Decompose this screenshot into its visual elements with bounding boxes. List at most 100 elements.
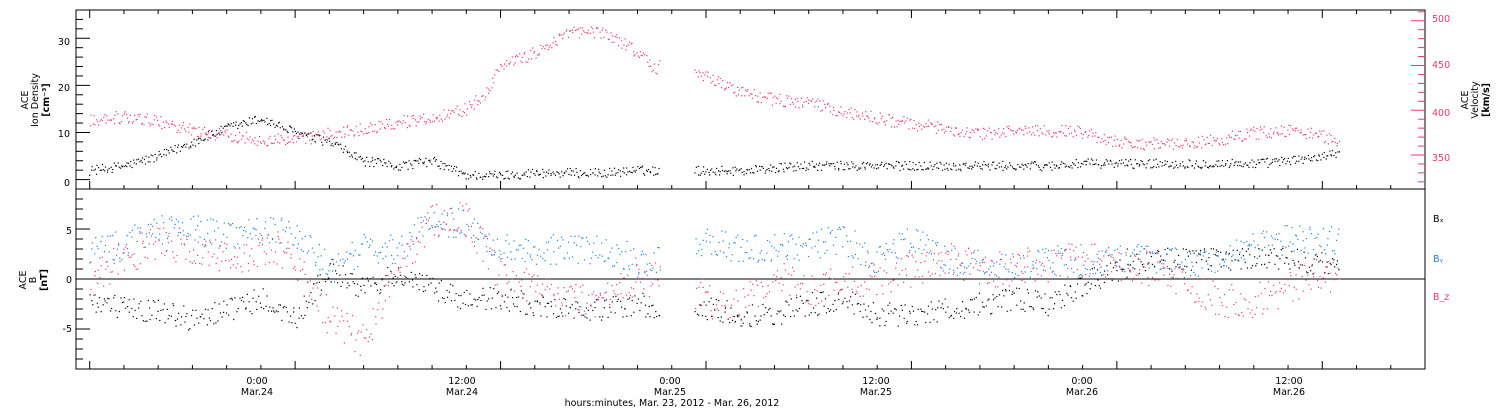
density-point xyxy=(1161,165,1163,167)
bx-point xyxy=(1008,290,1011,292)
by-point xyxy=(719,250,721,252)
density-point xyxy=(405,161,408,164)
by-point xyxy=(1092,273,1094,275)
velocity-point xyxy=(650,65,652,67)
bz-point xyxy=(1254,313,1256,315)
density-point xyxy=(800,163,802,165)
density-point xyxy=(1337,151,1339,153)
by-point xyxy=(889,248,891,250)
by-point xyxy=(266,237,268,239)
bx-point xyxy=(514,305,516,307)
by-point xyxy=(638,273,640,275)
by-point xyxy=(152,233,154,235)
bz-point xyxy=(183,244,186,246)
velocity-point xyxy=(166,122,168,124)
bx-point xyxy=(446,289,448,292)
bz-point xyxy=(1280,287,1282,289)
by-point xyxy=(455,236,457,238)
bz-point xyxy=(947,253,949,255)
bz-point xyxy=(567,290,569,292)
bx-point xyxy=(594,301,596,303)
bx-point xyxy=(1189,251,1191,253)
velocity-point xyxy=(498,70,500,72)
bz-point xyxy=(329,320,331,322)
velocity-point xyxy=(779,102,781,105)
bx-point xyxy=(168,314,170,317)
velocity-point xyxy=(368,132,370,134)
by-point xyxy=(1304,247,1306,249)
velocity-point xyxy=(973,131,975,134)
by-point xyxy=(760,250,762,252)
velocity-point xyxy=(535,57,537,59)
density-point xyxy=(215,130,218,132)
by-point xyxy=(546,242,548,244)
density-point xyxy=(180,146,183,148)
density-point xyxy=(721,165,723,167)
by-point xyxy=(159,233,161,235)
bz-point xyxy=(1134,255,1136,257)
bx-point xyxy=(110,310,112,312)
bx-point xyxy=(645,316,647,318)
by-point xyxy=(964,271,966,273)
bx-point xyxy=(562,315,564,317)
bz-point xyxy=(372,308,374,310)
by-point xyxy=(601,255,603,257)
density-point xyxy=(1051,161,1053,163)
bz-point xyxy=(346,312,348,315)
bx-point xyxy=(834,300,836,302)
bx-point xyxy=(659,315,661,317)
velocity-point xyxy=(584,31,586,33)
density-point xyxy=(126,166,128,168)
bz-point xyxy=(563,287,565,289)
density-point xyxy=(968,167,970,169)
bx-point xyxy=(290,315,292,317)
density-point xyxy=(852,166,854,168)
bz-point xyxy=(1207,294,1209,296)
bz-point xyxy=(951,243,953,245)
by-point xyxy=(125,244,128,246)
bx-point xyxy=(322,278,324,280)
density-point xyxy=(883,165,885,167)
bx-point xyxy=(892,312,894,314)
by-point xyxy=(192,215,195,217)
bx-point xyxy=(444,301,446,304)
by-point xyxy=(1274,238,1276,240)
density-point xyxy=(348,151,350,153)
bz-point xyxy=(468,208,470,210)
velocity-point xyxy=(853,118,855,120)
by-point xyxy=(1016,262,1018,264)
density-point xyxy=(1104,162,1106,164)
density-point xyxy=(1217,165,1219,168)
bz-point xyxy=(236,256,238,258)
velocity-point xyxy=(937,121,939,123)
bz-point xyxy=(814,289,816,291)
by-point xyxy=(609,251,611,253)
bx-point xyxy=(1331,258,1334,260)
velocity-point xyxy=(355,125,357,127)
bz-point xyxy=(604,292,606,294)
velocity-point xyxy=(547,49,549,51)
bz-point xyxy=(187,235,189,237)
bx-point xyxy=(127,306,129,308)
velocity-point xyxy=(318,134,320,136)
by-point xyxy=(901,233,903,235)
bz-point xyxy=(163,227,165,229)
by-point xyxy=(612,265,614,267)
velocity-point xyxy=(107,119,109,121)
by-point xyxy=(635,257,637,259)
bz-point xyxy=(1002,283,1004,285)
by-point xyxy=(353,268,355,270)
bx-point xyxy=(201,313,203,315)
density-point xyxy=(1208,165,1211,167)
density-point xyxy=(482,178,484,180)
density-point xyxy=(293,128,295,130)
density-point xyxy=(1038,166,1040,168)
density-point xyxy=(1002,169,1004,171)
density-point xyxy=(99,169,101,171)
velocity-point xyxy=(1141,138,1143,140)
bz-point xyxy=(868,267,870,269)
bx-point xyxy=(703,301,705,303)
bz-point xyxy=(268,261,270,264)
bz-point xyxy=(789,294,791,296)
bz-point xyxy=(581,291,583,293)
